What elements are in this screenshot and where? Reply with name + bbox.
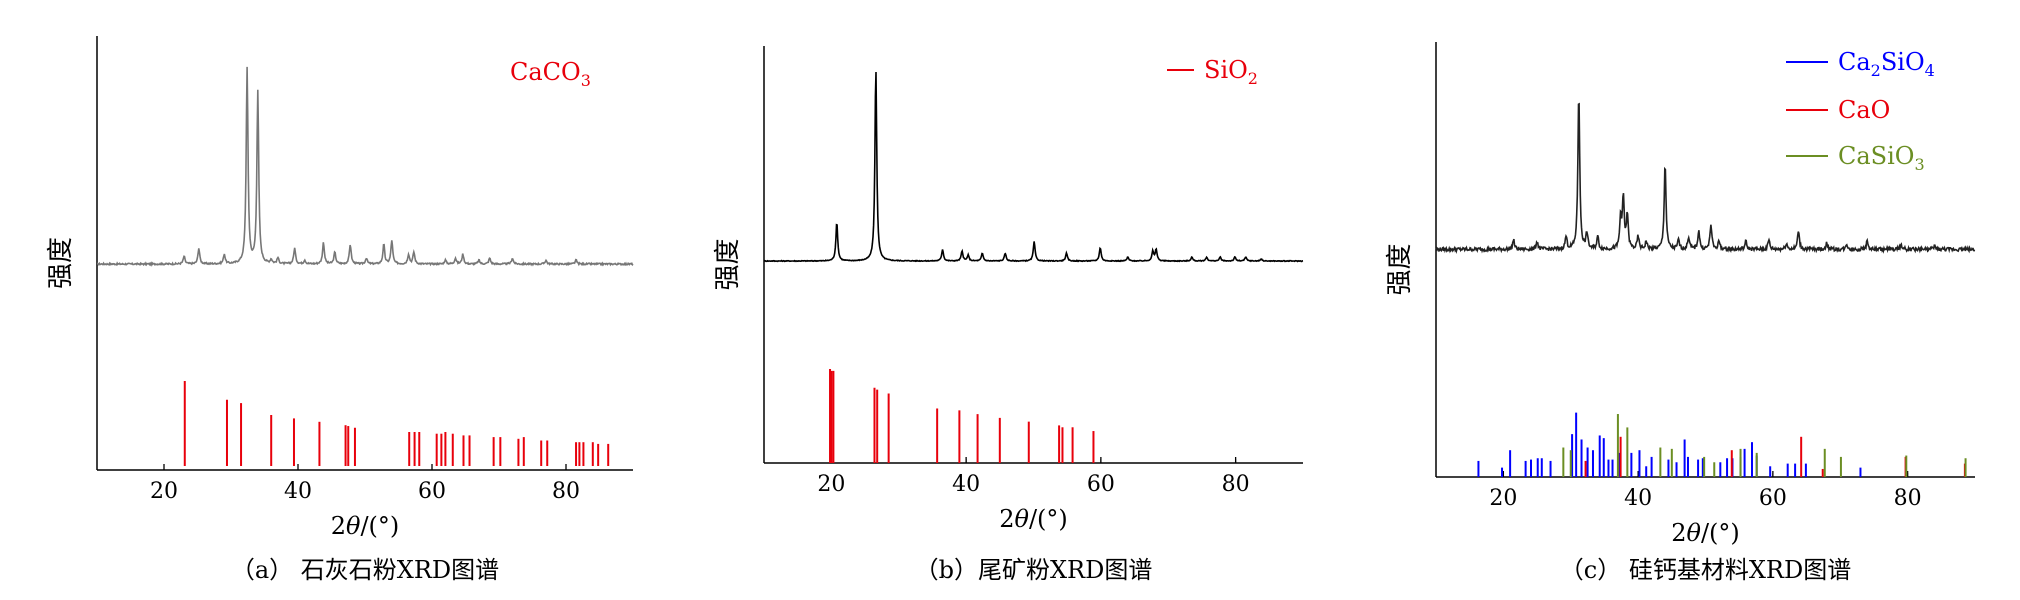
xrd-trace xyxy=(96,66,634,267)
x-tick-label: 60 xyxy=(418,479,446,504)
y-axis-label: 强度 xyxy=(1385,243,1415,295)
legend-label-0: SiO2 xyxy=(1204,56,1258,88)
panel-b: 20 40 60 80 2θ/(°) 强度 （b）尾矿粉XRD图谱 SiO2 xyxy=(713,46,1304,584)
panel-a: 20 40 60 80 2θ/(°) 强度 （a） 石灰石粉XRD图谱 CaCO3 xyxy=(46,36,634,584)
x-tick-label: 40 xyxy=(952,472,980,497)
legend-label-0: CaCO3 xyxy=(510,58,591,90)
x-tick-label: 20 xyxy=(817,472,845,497)
panel-caption: （b）尾矿粉XRD图谱 xyxy=(915,556,1153,584)
legend-label-1: CaO xyxy=(1838,96,1890,124)
panel-c: 20 40 60 80 2θ/(°) 强度 （c） 硅钙基材料XRD图谱 Ca2SiO4 CaO… xyxy=(1385,42,1976,584)
legend-label-2: CaSiO3 xyxy=(1838,142,1925,174)
y-axis-label: 强度 xyxy=(713,238,743,290)
legend-label-0: Ca2SiO4 xyxy=(1838,48,1935,80)
xrd-trace xyxy=(1435,102,1976,255)
x-tick-label: 80 xyxy=(1222,472,1250,497)
x-tick-label: 60 xyxy=(1087,472,1115,497)
x-tick-label: 80 xyxy=(1894,486,1922,511)
xrd-trace xyxy=(763,71,1304,263)
x-tick-label: 40 xyxy=(284,479,312,504)
x-axis-label: 2θ/(°) xyxy=(331,512,400,540)
panel-caption: （c） 硅钙基材料XRD图谱 xyxy=(1560,556,1851,584)
x-tick-label: 80 xyxy=(552,479,580,504)
x-axis-label: 2θ/(°) xyxy=(1671,519,1740,547)
x-tick-label: 60 xyxy=(1759,486,1787,511)
x-axis-label: 2θ/(°) xyxy=(999,505,1068,533)
x-tick-label: 40 xyxy=(1624,486,1652,511)
x-tick-label: 20 xyxy=(1489,486,1517,511)
panel-caption: （a） 石灰石粉XRD图谱 xyxy=(231,556,499,584)
y-axis-label: 强度 xyxy=(46,237,76,289)
x-tick-label: 20 xyxy=(150,479,178,504)
